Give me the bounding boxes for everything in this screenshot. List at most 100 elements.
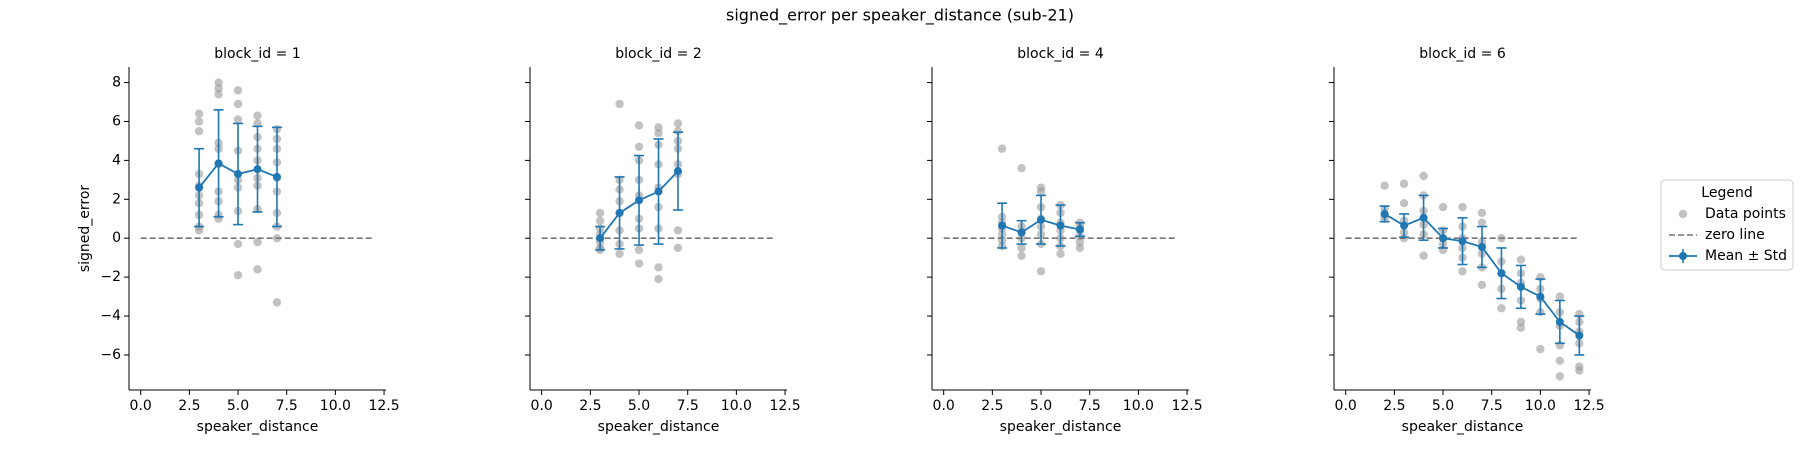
y-tick-label: −4 (100, 308, 121, 324)
data-point (253, 237, 262, 247)
mean-point (272, 172, 281, 181)
x-tick-label: 7.5 (677, 398, 699, 414)
x-axis-label: speaker_distance (1402, 419, 1524, 435)
data-point (253, 119, 262, 128)
mean-point (998, 221, 1007, 230)
data-point (233, 99, 243, 109)
x-tick-label: 0.0 (531, 398, 553, 414)
data-point (1555, 292, 1565, 301)
x-tick-label: 2.5 (178, 398, 200, 414)
data-point (233, 115, 243, 124)
data-point (634, 259, 644, 268)
x-tick-label: 0.0 (130, 398, 152, 414)
mean-point (1516, 282, 1525, 291)
data-point (1477, 280, 1487, 290)
legend-label: zero line (1705, 227, 1765, 243)
mean-point (1536, 292, 1545, 301)
mean-point (1380, 209, 1389, 218)
data-point (1458, 267, 1467, 276)
data-point (1477, 208, 1487, 218)
data-point (1399, 179, 1409, 188)
data-point (233, 239, 243, 249)
data-point (1575, 366, 1584, 375)
x-tick-label: 7.5 (276, 398, 298, 414)
data-point (1399, 199, 1409, 208)
data-point (634, 121, 644, 130)
data-point (1036, 267, 1046, 276)
mean-point (1037, 215, 1046, 224)
mean-point (234, 170, 243, 179)
mean-point (635, 196, 644, 205)
y-tick-label: 6 (112, 113, 121, 129)
data-point (1380, 181, 1389, 190)
mean-point (1017, 228, 1026, 237)
x-tick-label: 2.5 (1383, 398, 1405, 414)
x-tick-label: 10.0 (1525, 398, 1556, 414)
figure-title: signed_error per speaker_distance (sub-2… (726, 6, 1074, 26)
data-point (194, 226, 204, 235)
data-point (654, 263, 663, 272)
x-tick-label: 0.0 (933, 398, 955, 414)
x-axis-label: speaker_distance (598, 419, 720, 435)
x-tick-label: 10.0 (721, 398, 752, 414)
data-point (214, 90, 223, 99)
data-point (654, 123, 663, 132)
y-tick-label: −2 (100, 269, 121, 285)
mean-point (1477, 242, 1486, 251)
facet-title: block_id = 2 (615, 46, 701, 62)
data-point (595, 216, 605, 225)
x-tick-label: 5.0 (1030, 398, 1052, 414)
data-point (214, 84, 223, 93)
data-point (1555, 356, 1565, 366)
data-point (1438, 202, 1448, 212)
x-tick-label: 7.5 (1481, 398, 1503, 414)
y-axis-label: signed_error (77, 185, 93, 273)
legend-box (1660, 179, 1794, 271)
facet-title: block_id = 1 (214, 46, 300, 62)
data-point (1516, 317, 1526, 327)
y-tick-label: −6 (100, 347, 121, 363)
x-tick-label: 10.0 (1123, 398, 1154, 414)
legend-title: Legend (1701, 185, 1752, 201)
y-tick-label: 4 (112, 152, 121, 168)
data-point (673, 243, 683, 253)
data-point (1516, 255, 1526, 264)
data-point (1056, 249, 1065, 258)
data-point (233, 86, 243, 95)
mean-point (673, 167, 682, 176)
data-point (673, 119, 683, 128)
data-point (194, 117, 204, 126)
data-point (1555, 372, 1565, 381)
mean-point (1458, 237, 1467, 246)
x-axis-label: speaker_distance (1000, 419, 1122, 435)
y-tick-label: 2 (112, 191, 121, 207)
data-point (194, 109, 204, 118)
x-tick-label: 12.5 (1171, 398, 1202, 414)
mean-point (1400, 221, 1409, 230)
data-point (615, 99, 624, 109)
legend-label: Data points (1705, 206, 1786, 222)
x-axis-label: speaker_distance (197, 419, 319, 435)
x-tick-label: 12.5 (769, 398, 800, 414)
data-point (634, 142, 644, 151)
facet-title: block_id = 6 (1419, 46, 1506, 62)
mean-point (1419, 213, 1428, 222)
legend-marker (1679, 252, 1687, 260)
data-point (654, 274, 663, 284)
data-point (1017, 243, 1026, 253)
data-point (1516, 323, 1526, 332)
y-tick-label: 0 (112, 230, 121, 246)
data-point (654, 128, 663, 138)
mean-point (1555, 317, 1564, 326)
y-tick-label: 8 (112, 75, 121, 91)
mean-point (615, 208, 624, 217)
data-point (1075, 243, 1085, 253)
data-point (673, 127, 683, 136)
mean-point (596, 234, 605, 243)
mean-point (214, 159, 223, 168)
x-tick-label: 7.5 (1079, 398, 1101, 414)
data-point (1536, 344, 1545, 354)
data-point (214, 78, 223, 87)
data-point (997, 144, 1007, 153)
